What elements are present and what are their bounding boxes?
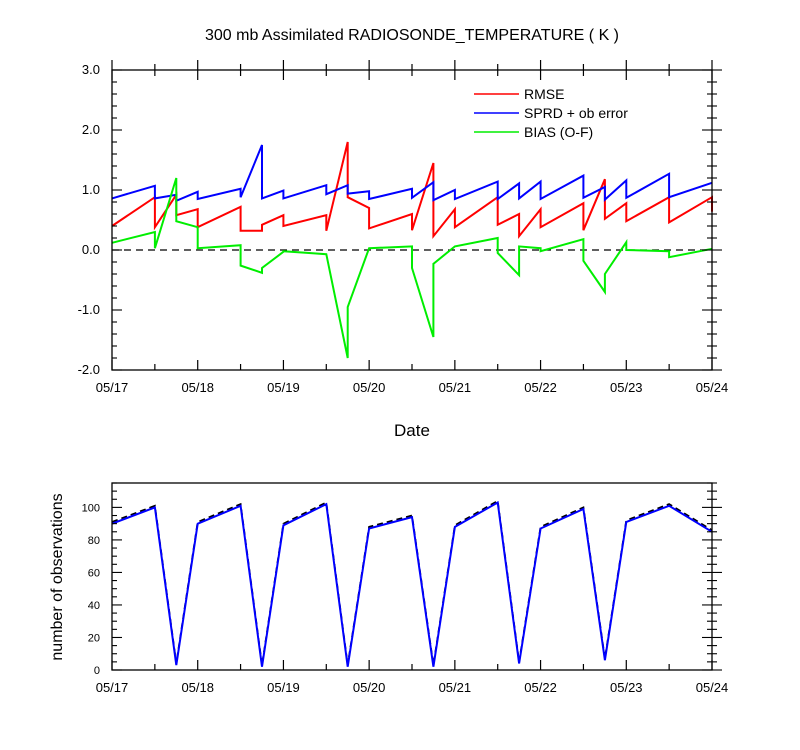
chart-title: 300 mb Assimilated RADIOSONDE_TEMPERATUR… (205, 27, 619, 44)
y-tick-label: 0 (94, 665, 100, 677)
error-stats-panel: 05/17 05/18 05/19 05/20 05/21 05/22 05/23 05/24… (78, 60, 729, 395)
series-line-1 (111, 144, 713, 203)
y-tick-label: -1.0 (78, 302, 100, 317)
plot-frame (111, 482, 713, 671)
legend-label: BIAS (O-F) (524, 124, 593, 140)
y-tick-label: 20 (88, 632, 100, 644)
x-tick-label: 05/18 (181, 380, 214, 395)
y-tick-label: 100 (82, 502, 100, 514)
x-tick-label: 05/19 (267, 680, 300, 695)
x-tick-label: 05/21 (439, 380, 472, 395)
x-tick-label: 05/23 (610, 380, 643, 395)
y-tick-label: 2.0 (82, 122, 100, 137)
legend-label: RMSE (524, 86, 564, 102)
x-tick-label: 05/17 (96, 680, 129, 695)
x-tick-label: 05/24 (696, 380, 729, 395)
y-tick-label: 80 (88, 535, 100, 547)
series-line-2 (111, 177, 713, 359)
observation-count-panel: 05/17 05/18 05/19 05/20 05/21 05/22 05/23 05/24… (82, 482, 729, 695)
series-line-0 (111, 499, 713, 666)
y-tick-label: 60 (88, 567, 100, 579)
x-tick-label: 05/17 (96, 380, 129, 395)
x-tick-label: 05/22 (524, 380, 557, 395)
y-tick-label: 1.0 (82, 182, 100, 197)
legend-label: SPRD + ob error (524, 105, 628, 121)
series-line-1 (111, 500, 713, 667)
x-tick-label: 05/19 (267, 380, 300, 395)
x-tick-label: 05/23 (610, 680, 643, 695)
y-tick-label: 3.0 (82, 62, 100, 77)
y-axis-label: number of observations (49, 493, 66, 660)
x-tick-label: 05/21 (439, 680, 472, 695)
x-tick-label: 05/22 (524, 680, 557, 695)
x-tick-label: 05/18 (181, 680, 214, 695)
y-tick-label: 40 (88, 600, 100, 612)
x-tick-label: 05/24 (696, 680, 729, 695)
x-axis-label: Date (394, 421, 430, 440)
y-tick-label: -2.0 (78, 362, 100, 377)
y-tick-label: 0.0 (82, 242, 100, 257)
x-tick-label: 05/20 (353, 680, 386, 695)
x-tick-label: 05/20 (353, 380, 386, 395)
